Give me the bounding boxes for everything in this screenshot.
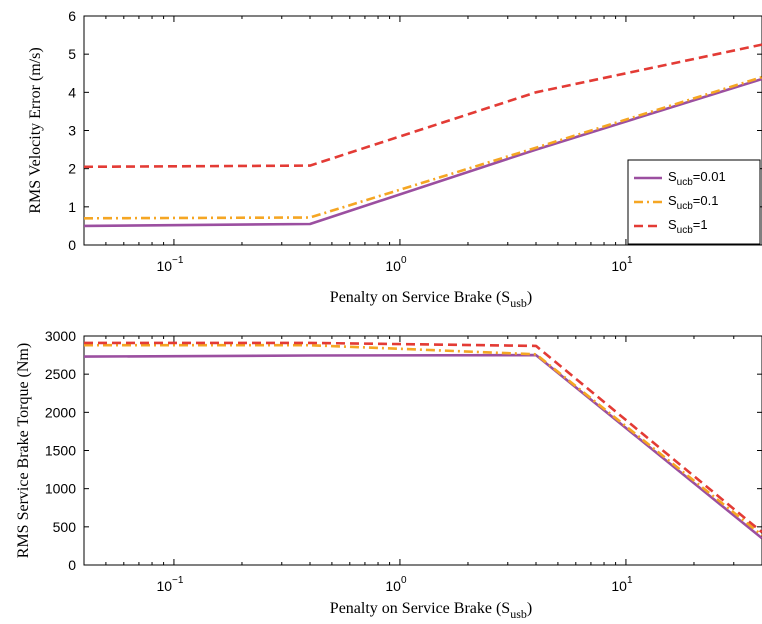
y-tick-label: 3000 xyxy=(45,328,76,344)
legend-entry-1: Sucb=0.01 xyxy=(668,169,726,188)
y-axis-label: RMS Velocity Error (m/s) xyxy=(27,47,44,213)
x-tick-label: 10−1 xyxy=(156,255,183,274)
x-tick-label: 10−1 xyxy=(156,575,183,594)
y-tick-label: 1000 xyxy=(45,481,76,497)
y-tick-label: 6 xyxy=(68,8,76,24)
y-tick-label: 1 xyxy=(68,199,76,215)
y-tick-label: 2000 xyxy=(45,404,76,420)
chart-panel-1: 0 1 2 3 4 5 6 10−1 100 101 Penalty on Service Brak… xyxy=(27,8,762,310)
legend: Sucb=0.01 Sucb=0.1 Sucb=1 xyxy=(627,159,761,245)
series-line-2 xyxy=(84,343,762,537)
x-axis-label: Penalty on Service Brake (Susb) xyxy=(330,289,532,310)
y-tick-label: 4 xyxy=(68,84,76,100)
series-line-1 xyxy=(84,77,762,228)
x-tick-label: 101 xyxy=(611,255,633,274)
series-line-3 xyxy=(84,43,762,169)
series-line-2 xyxy=(84,75,762,220)
series-line-3 xyxy=(84,341,762,534)
y-tick-label: 5 xyxy=(68,46,76,62)
series-line-1 xyxy=(84,353,762,540)
y-tick-label: 2 xyxy=(68,161,76,177)
legend-entry-3: Sucb=1 xyxy=(668,217,708,236)
x-axis-label: Penalty on Service Brake (Susb) xyxy=(330,600,532,621)
x-tick-label: 100 xyxy=(385,255,407,274)
x-tick-label: 101 xyxy=(611,575,633,594)
legend-box xyxy=(627,159,761,245)
y-tick-label: 0 xyxy=(68,237,76,253)
y-tick-label: 500 xyxy=(53,519,77,535)
y-tick-label: 3 xyxy=(68,123,76,139)
y-tick-label: 0 xyxy=(68,557,76,573)
y-axis-label: RMS Service Brake Torque (Nm) xyxy=(15,343,32,558)
chart-panel-2: 0 500 1000 1500 2000 2500 3000 10−1 100 101 Penalt… xyxy=(15,328,762,621)
x-tick-label: 100 xyxy=(385,575,407,594)
legend-entry-2: Sucb=0.1 xyxy=(668,193,718,212)
plot-frame xyxy=(83,335,762,566)
y-tick-label: 2500 xyxy=(45,366,76,382)
y-tick-label: 1500 xyxy=(45,443,76,459)
